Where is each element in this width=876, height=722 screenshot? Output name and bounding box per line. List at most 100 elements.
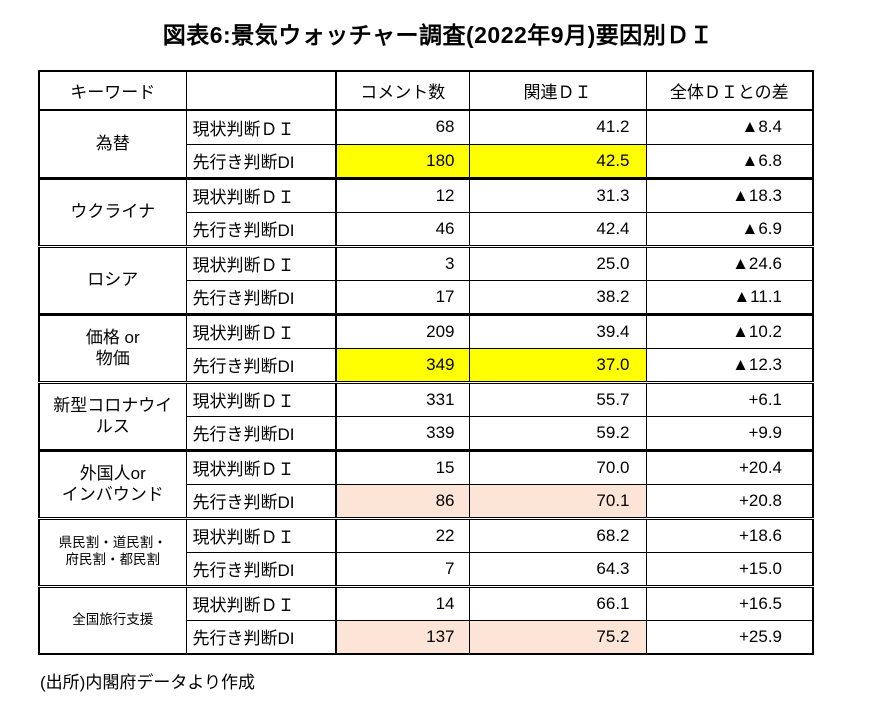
related-di-cell: 25.0 <box>468 244 647 281</box>
comment-count-cell: 46 <box>335 211 470 247</box>
row-type-cell: 現状判断ＤＩ <box>185 244 337 281</box>
table-row: 先行き判断DI 180 42.5 ▲6.8 <box>39 143 814 179</box>
row-type-cell: 先行き判断DI <box>185 143 337 179</box>
row-type-cell: 先行き判断DI <box>185 279 337 315</box>
comment-count-cell: 68 <box>335 109 470 145</box>
table-row: 外国人or インバウンド 現状判断ＤＩ 15 70.0 +20.4 <box>38 448 814 519</box>
row-type-cell: 先行き判断DI <box>185 415 337 451</box>
related-di-cell: 42.5 <box>468 143 647 179</box>
di-diff-cell: +16.5 <box>645 584 814 621</box>
di-diff-cell: ▲12.3 <box>645 347 814 383</box>
table-row: 為替 現状判断ＤＩ 68 41.2 ▲8.4 <box>38 109 814 179</box>
table-row: 県民割・道民割・ 府民割・都民割 現状判断ＤＩ 22 68.2 +18.6 <box>38 516 814 587</box>
row-type-cell: 先行き判断DI <box>185 483 337 519</box>
keyword-cell: 外国人or インバウンド <box>38 448 187 519</box>
table-row: 先行き判断DI 349 37.0 ▲12.3 <box>39 347 814 383</box>
di-diff-cell: ▲11.1 <box>645 279 814 315</box>
comment-count-cell: 7 <box>335 551 470 587</box>
row-type-cell: 現状判断ＤＩ <box>185 176 337 213</box>
related-di-cell: 70.1 <box>468 483 647 519</box>
comment-count-cell: 349 <box>335 347 470 383</box>
comment-count-cell: 137 <box>335 619 470 655</box>
keyword-cell: ロシア <box>38 244 187 315</box>
keyword-cell: 県民割・道民割・ 府民割・都民割 <box>38 516 187 587</box>
related-di-cell: 39.4 <box>468 312 647 349</box>
di-diff-cell: ▲24.6 <box>645 244 814 281</box>
di-diff-cell: +9.9 <box>645 415 814 451</box>
table-row: 価格 or 物価 現状判断ＤＩ 209 39.4 ▲10.2 <box>38 312 814 383</box>
table-container: キーワード コメント数 関連ＤＩ 全体ＤＩとの差 為替 現状判断ＤＩ 68 41.2 ▲… <box>38 70 814 655</box>
related-di-cell: 70.0 <box>468 448 647 485</box>
header-comment-count: コメント数 <box>335 70 470 111</box>
related-di-cell: 41.2 <box>468 109 647 145</box>
comment-count-cell: 86 <box>335 483 470 519</box>
keyword-cell: 新型コロナウイ ルス <box>38 380 187 451</box>
table-row: 先行き判断DI 46 42.4 ▲6.9 <box>39 211 814 247</box>
keyword-group: 価格 or 物価 現状判断ＤＩ 209 39.4 ▲10.2 先行き判断DI 349 37.0… <box>38 312 814 383</box>
comment-count-cell: 22 <box>335 516 470 553</box>
related-di-cell: 75.2 <box>468 619 647 655</box>
comment-count-cell: 180 <box>335 143 470 179</box>
source-note: (出所)内閣府データより作成 <box>40 673 255 692</box>
table-row: ウクライナ 現状判断ＤＩ 12 31.3 ▲18.3 <box>38 176 814 247</box>
keyword-cell: 価格 or 物価 <box>38 312 187 383</box>
related-di-cell: 42.4 <box>468 211 647 247</box>
row-type-cell: 現状判断ＤＩ <box>185 516 337 553</box>
table-row: 先行き判断DI 17 38.2 ▲11.1 <box>39 279 814 315</box>
comment-count-cell: 14 <box>335 584 470 621</box>
header-keyword: キーワード <box>38 70 187 111</box>
comment-count-cell: 17 <box>335 279 470 315</box>
figure-title: 図表6:景気ウォッチャー調査(2022年9月)要因別ＤＩ <box>162 22 714 48</box>
di-diff-cell: ▲6.9 <box>645 211 814 247</box>
related-di-cell: 59.2 <box>468 415 647 451</box>
row-type-cell: 先行き判断DI <box>185 211 337 247</box>
comment-count-cell: 15 <box>335 448 470 485</box>
comment-count-cell: 339 <box>335 415 470 451</box>
row-type-cell: 先行き判断DI <box>185 347 337 383</box>
comment-count-cell: 331 <box>335 380 470 417</box>
di-diff-cell: +25.9 <box>645 619 814 655</box>
row-type-cell: 先行き判断DI <box>185 551 337 587</box>
keyword-group: 外国人or インバウンド 現状判断ＤＩ 15 70.0 +20.4 先行き判断DI 86 70… <box>38 448 814 519</box>
di-diff-cell: ▲6.8 <box>645 143 814 179</box>
di-diff-cell: +20.8 <box>645 483 814 519</box>
table-row: 新型コロナウイ ルス 現状判断ＤＩ 331 55.7 +6.1 <box>38 380 814 451</box>
di-diff-cell: ▲10.2 <box>645 312 814 349</box>
keyword-cell: 全国旅行支援 <box>38 584 187 655</box>
table-row: 全国旅行支援 現状判断ＤＩ 14 66.1 +16.5 <box>38 584 814 655</box>
di-table: キーワード コメント数 関連ＤＩ 全体ＤＩとの差 為替 現状判断ＤＩ 68 41.2 ▲… <box>38 70 814 655</box>
di-diff-cell: +20.4 <box>645 448 814 485</box>
table-row: 先行き判断DI 7 64.3 +15.0 <box>39 551 814 587</box>
keyword-group: 全国旅行支援 現状判断ＤＩ 14 66.1 +16.5 先行き判断DI 137 75.2 +25… <box>38 584 814 655</box>
table-row: 先行き判断DI 137 75.2 +25.9 <box>39 619 814 655</box>
table-row: 先行き判断DI 86 70.1 +20.8 <box>39 483 814 519</box>
table-row: ロシア 現状判断ＤＩ 3 25.0 ▲24.6 <box>38 244 814 315</box>
di-diff-cell: +6.1 <box>645 380 814 417</box>
row-type-cell: 現状判断ＤＩ <box>185 380 337 417</box>
header-type <box>185 70 337 111</box>
keyword-group: 新型コロナウイ ルス 現状判断ＤＩ 331 55.7 +6.1 先行き判断DI 339 59.… <box>38 380 814 451</box>
keyword-group: 為替 現状判断ＤＩ 68 41.2 ▲8.4 先行き判断DI 180 42.5 ▲6.8 <box>38 109 814 179</box>
header-di-diff: 全体ＤＩとの差 <box>645 70 814 111</box>
di-diff-cell: ▲8.4 <box>645 109 814 145</box>
header-related-di: 関連ＤＩ <box>468 70 647 111</box>
di-diff-cell: +18.6 <box>645 516 814 553</box>
keyword-group: ロシア 現状判断ＤＩ 3 25.0 ▲24.6 先行き判断DI 17 38.2 ▲11.1 <box>38 244 814 315</box>
table-header: キーワード コメント数 関連ＤＩ 全体ＤＩとの差 <box>38 70 814 111</box>
comment-count-cell: 12 <box>335 176 470 213</box>
keyword-group: 県民割・道民割・ 府民割・都民割 現状判断ＤＩ 22 68.2 +18.6 先行き判断DI… <box>38 516 814 587</box>
di-diff-cell: +15.0 <box>645 551 814 587</box>
row-type-cell: 現状判断ＤＩ <box>185 584 337 621</box>
row-type-cell: 現状判断ＤＩ <box>185 312 337 349</box>
row-type-cell: 現状判断ＤＩ <box>185 109 337 145</box>
related-di-cell: 64.3 <box>468 551 647 587</box>
comment-count-cell: 3 <box>335 244 470 281</box>
row-type-cell: 先行き判断DI <box>185 619 337 655</box>
row-type-cell: 現状判断ＤＩ <box>185 448 337 485</box>
keyword-group: ウクライナ 現状判断ＤＩ 12 31.3 ▲18.3 先行き判断DI 46 42.4 ▲6.9 <box>38 176 814 247</box>
table-row: 先行き判断DI 339 59.2 +9.9 <box>39 415 814 451</box>
related-di-cell: 37.0 <box>468 347 647 383</box>
keyword-cell: 為替 <box>38 109 187 179</box>
header-row: キーワード コメント数 関連ＤＩ 全体ＤＩとの差 <box>38 70 814 111</box>
related-di-cell: 55.7 <box>468 380 647 417</box>
